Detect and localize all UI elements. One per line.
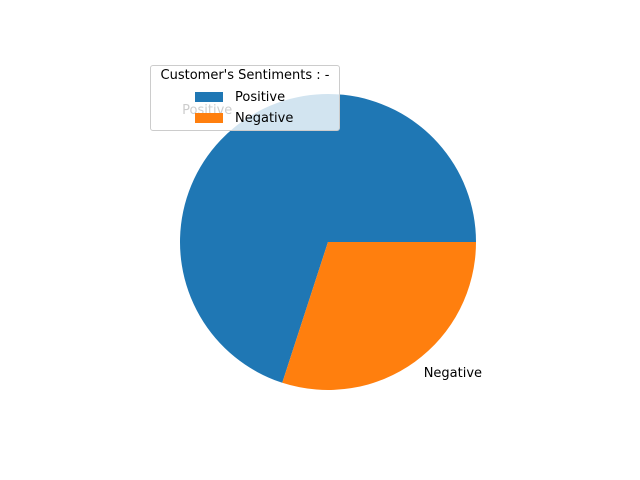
- legend-entry-negative: Negative: [195, 109, 293, 127]
- legend-label-positive: Positive: [235, 89, 286, 105]
- legend-title: Customer's Sentiments : -: [160, 68, 330, 83]
- legend-label-negative: Negative: [235, 110, 294, 126]
- legend-swatch-positive: [195, 92, 223, 102]
- pie-slice-negative: [282, 242, 476, 390]
- pie-slices: [180, 94, 476, 390]
- legend-swatch-negative: [195, 113, 223, 123]
- legend-entry-positive: Positive: [195, 88, 285, 106]
- pie-slice-positive: [180, 94, 476, 383]
- legend: Customer's Sentiments : - Positive Negat…: [150, 65, 340, 131]
- slice-label-negative: Negative: [424, 366, 482, 381]
